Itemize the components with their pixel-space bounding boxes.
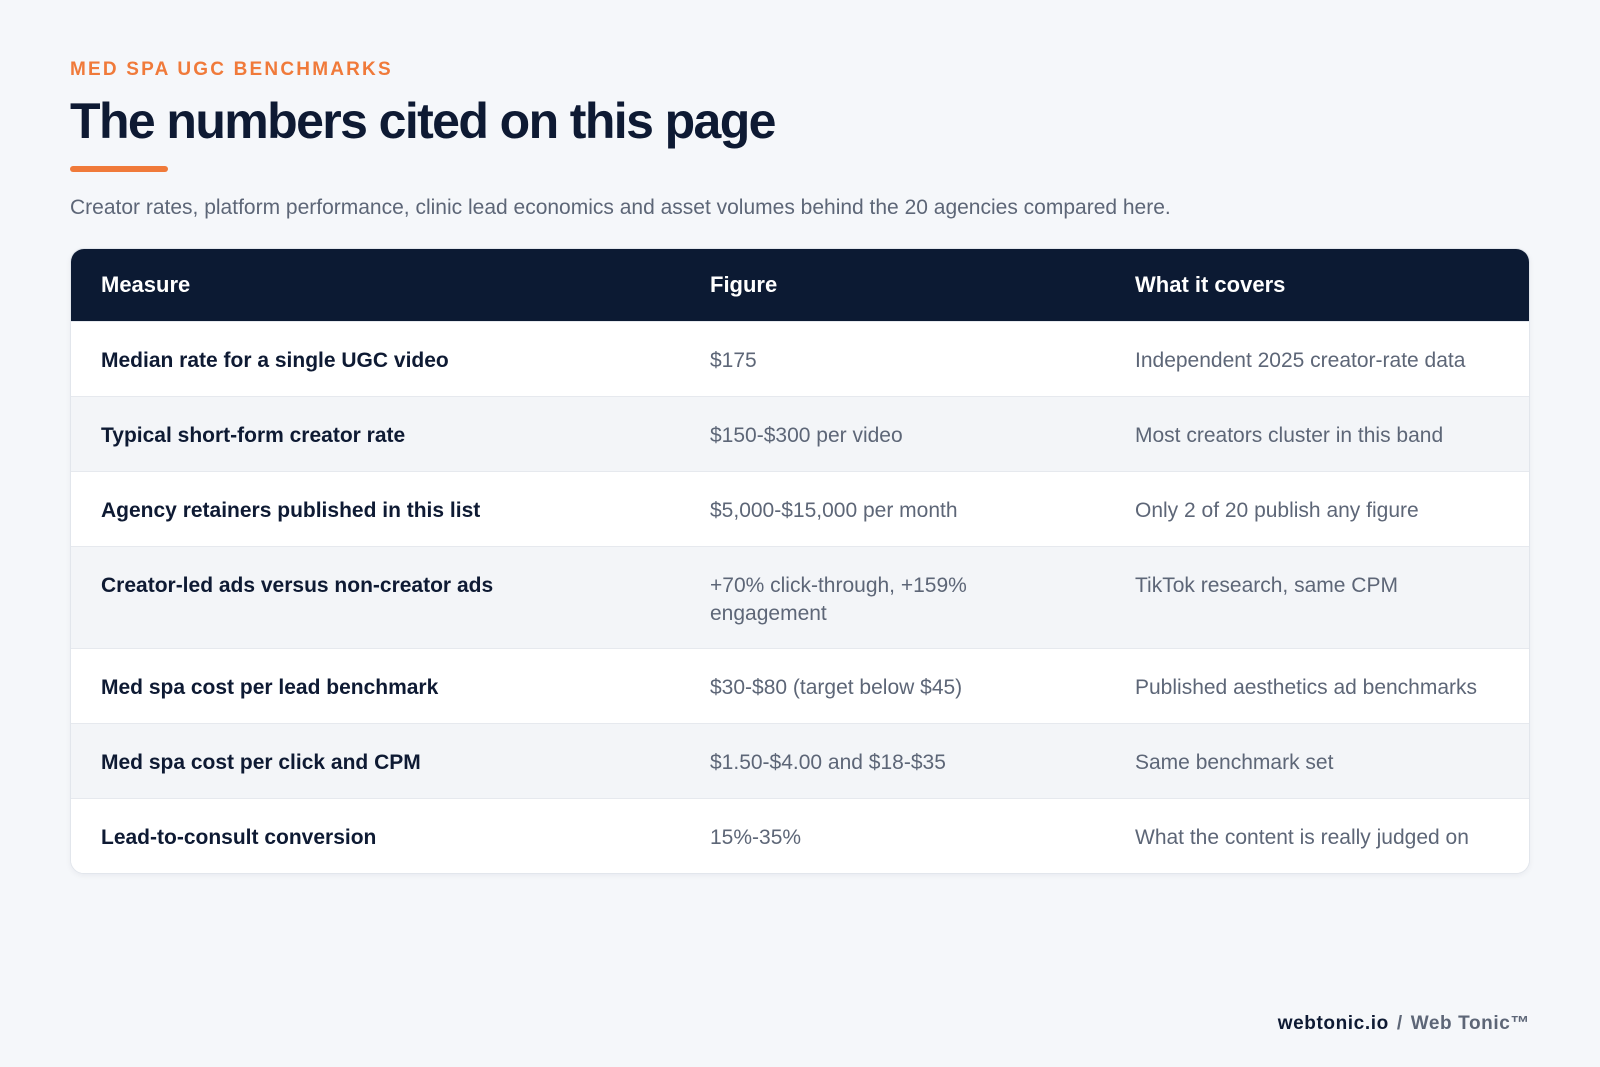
page-subtitle: Creator rates, platform performance, cli… — [70, 196, 1171, 219]
cell-measure: Creator-led ads versus non-creator ads — [101, 573, 494, 597]
table-row: Med spa cost per click and CPM $1.50-$4.… — [71, 723, 1529, 798]
benchmarks-table: Measure Figure What it covers Median rat… — [70, 248, 1530, 874]
eyebrow-label: MED SPA UGC BENCHMARKS — [70, 59, 393, 80]
cell-measure: Med spa cost per lead benchmark — [101, 675, 439, 699]
cell-covers: Only 2 of 20 publish any figure — [1135, 498, 1419, 522]
table-row: Creator-led ads versus non-creator ads +… — [71, 546, 1529, 648]
column-header-measure: Measure — [101, 271, 191, 297]
footer-credit: webtonic.io / Web Tonic™ — [1278, 1013, 1530, 1035]
table-body: Median rate for a single UGC video $175 … — [71, 321, 1529, 873]
page-title: The numbers cited on this page — [70, 93, 776, 149]
cell-figure: $5,000-$15,000 per month — [710, 498, 958, 522]
table-row: Med spa cost per lead benchmark $30-$80 … — [71, 648, 1529, 723]
cell-figure: $150-$300 per video — [710, 423, 903, 447]
column-header-figure: Figure — [710, 271, 778, 297]
cell-measure: Typical short-form creator rate — [101, 423, 406, 447]
cell-figure: $1.50-$4.00 and $18-$35 — [710, 750, 946, 774]
cell-figure: 15%-35% — [710, 825, 802, 849]
table-header: Measure Figure What it covers — [71, 249, 1529, 321]
cell-covers: What the content is really judged on — [1135, 825, 1469, 849]
cell-measure: Median rate for a single UGC video — [101, 348, 449, 372]
cell-covers: Most creators cluster in this band — [1135, 423, 1444, 447]
column-header-covers: What it covers — [1135, 271, 1286, 297]
footer-brand: Web Tonic™ — [1410, 1013, 1530, 1034]
table-row: Agency retainers published in this list … — [71, 471, 1529, 546]
table-row: Lead-to-consult conversion 15%-35% What … — [71, 798, 1529, 873]
title-accent-bar — [70, 166, 168, 172]
cell-measure: Med spa cost per click and CPM — [101, 750, 421, 774]
table-row: Typical short-form creator rate $150-$30… — [71, 396, 1529, 471]
cell-covers: TikTok research, same CPM — [1135, 573, 1398, 597]
cell-measure: Lead-to-consult conversion — [101, 825, 377, 849]
cell-figure: $30-$80 (target below $45) — [710, 675, 963, 699]
cell-covers: Published aesthetics ad benchmarks — [1135, 675, 1478, 699]
cell-covers: Same benchmark set — [1135, 750, 1334, 774]
footer-separator: / — [1396, 1013, 1403, 1034]
table-row: Median rate for a single UGC video $175 … — [71, 321, 1529, 396]
cell-figure: $175 — [710, 348, 757, 372]
cell-measure: Agency retainers published in this list — [101, 498, 481, 522]
cell-covers: Independent 2025 creator-rate data — [1135, 348, 1466, 372]
cell-figure: +70% click-through, +159% engagement — [710, 573, 967, 625]
footer-domain[interactable]: webtonic.io — [1277, 1013, 1389, 1034]
